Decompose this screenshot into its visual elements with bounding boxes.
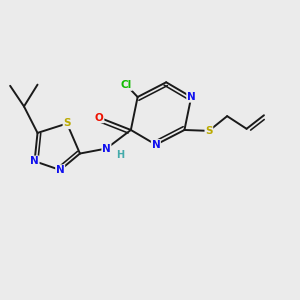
Text: N: N	[30, 156, 39, 166]
Text: H: H	[116, 150, 124, 160]
Text: N: N	[187, 92, 196, 102]
Text: N: N	[102, 143, 111, 154]
Text: S: S	[63, 118, 71, 128]
Text: N: N	[56, 165, 64, 175]
Text: S: S	[205, 126, 213, 136]
Text: Cl: Cl	[121, 80, 132, 90]
Text: O: O	[95, 112, 104, 123]
Text: N: N	[152, 140, 160, 150]
